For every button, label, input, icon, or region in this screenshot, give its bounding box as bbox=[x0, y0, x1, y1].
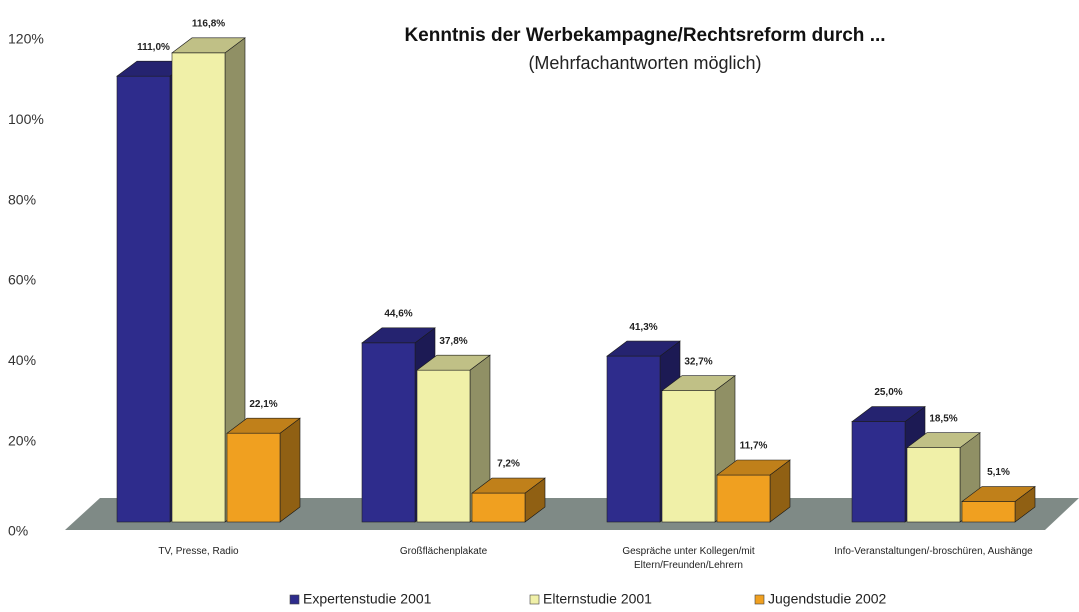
legend-label: Elternstudie 2001 bbox=[543, 591, 652, 607]
y-tick-label: 0% bbox=[8, 523, 28, 539]
bar-front bbox=[961, 501, 1016, 523]
bar-top bbox=[416, 354, 491, 371]
bar-front bbox=[116, 75, 171, 523]
value-label: 7,2% bbox=[497, 459, 520, 470]
chart-subtitle: (Mehrfachantworten möglich) bbox=[528, 53, 761, 73]
value-label: 44,6% bbox=[384, 308, 412, 319]
value-label: 41,3% bbox=[629, 322, 657, 333]
y-tick-label: 60% bbox=[8, 272, 36, 288]
bar-front bbox=[171, 52, 226, 523]
value-label: 18,5% bbox=[929, 413, 957, 424]
y-tick-label: 80% bbox=[8, 191, 36, 207]
bar-front bbox=[361, 342, 416, 523]
bar-front bbox=[606, 355, 661, 523]
bar-front bbox=[851, 421, 906, 523]
floor bbox=[65, 498, 1079, 530]
value-label: 11,7% bbox=[740, 441, 768, 452]
bar-front bbox=[471, 492, 526, 523]
value-label: 37,8% bbox=[439, 336, 467, 347]
bar-top bbox=[961, 486, 1036, 502]
bar-top bbox=[661, 375, 736, 391]
x-tick-label: Info-Veranstaltungen/-broschüren, Aushän… bbox=[834, 546, 1033, 557]
bar bbox=[416, 354, 491, 523]
x-tick-label: Großflächenplakate bbox=[399, 546, 488, 557]
bar-top bbox=[716, 459, 791, 476]
bar-side bbox=[279, 417, 301, 523]
y-tick-label: 40% bbox=[8, 352, 36, 368]
bar-front bbox=[906, 447, 961, 523]
legend-label: Jugendstudie 2002 bbox=[768, 591, 887, 607]
bar bbox=[471, 477, 546, 523]
bar-top bbox=[606, 340, 681, 357]
value-label: 22,1% bbox=[249, 399, 277, 410]
bar-front bbox=[226, 432, 281, 523]
legend-swatch bbox=[529, 594, 540, 605]
bar-front bbox=[416, 369, 471, 523]
bar-top bbox=[361, 327, 436, 344]
bar-top bbox=[851, 406, 926, 422]
bar-top bbox=[906, 432, 981, 448]
bar-top bbox=[171, 37, 246, 54]
x-tick-label: Gespräche unter Kollegen/mit Eltern/Freu… bbox=[622, 546, 755, 571]
x-tick-label: TV, Presse, Radio bbox=[158, 546, 239, 557]
bar-top bbox=[471, 477, 546, 494]
legend-label: Expertenstudie 2001 bbox=[303, 591, 432, 607]
value-label: 5,1% bbox=[987, 467, 1010, 478]
value-label: 32,7% bbox=[684, 356, 712, 367]
bar-front bbox=[661, 390, 716, 523]
legend-swatch bbox=[754, 594, 765, 605]
bar bbox=[226, 417, 301, 523]
chart-title: Kenntnis der Werbekampagne/Rechtsreform … bbox=[404, 25, 885, 46]
value-label: 25,0% bbox=[874, 387, 902, 398]
legend-swatch bbox=[289, 594, 300, 605]
bar-front bbox=[716, 474, 771, 523]
bar-top bbox=[226, 417, 301, 434]
value-label: 116,8% bbox=[192, 18, 225, 29]
bar bbox=[171, 37, 246, 523]
y-tick-label: 100% bbox=[8, 111, 44, 127]
y-tick-label: 120% bbox=[8, 31, 44, 47]
bar bbox=[961, 485, 1036, 523]
value-label: 111,0% bbox=[137, 42, 170, 53]
y-tick-label: 20% bbox=[8, 432, 36, 448]
bar bbox=[716, 459, 791, 523]
